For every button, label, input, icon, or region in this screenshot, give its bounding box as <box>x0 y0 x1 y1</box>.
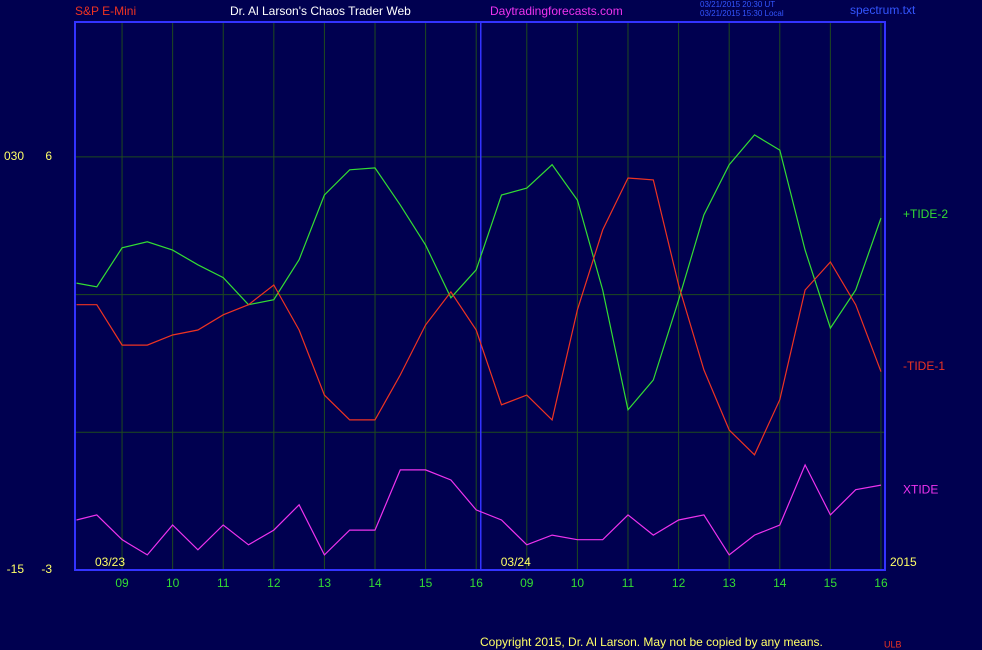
x-tick-label: 10 <box>571 576 585 590</box>
x-tick-label: 13 <box>318 576 332 590</box>
x-tick-label: 15 <box>824 576 838 590</box>
copyright: Copyright 2015, Dr. Al Larson. May not b… <box>480 635 823 649</box>
symbol: S&P E-Mini <box>75 4 136 18</box>
x-tick-label: 10 <box>166 576 180 590</box>
chart-title: Dr. Al Larson's Chaos Trader Web <box>230 4 411 18</box>
stamp-ut: 03/21/2015 20:30 UT <box>700 0 775 9</box>
day-label: 03/23 <box>95 555 125 569</box>
x-tick-label: 16 <box>470 576 484 590</box>
y-tick-label: -3 <box>41 562 52 576</box>
x-tick-label: 13 <box>722 576 736 590</box>
x-tick-label: 15 <box>419 576 433 590</box>
day-label: 03/24 <box>501 555 531 569</box>
x-tick-label: 12 <box>672 576 686 590</box>
plot-border <box>74 21 886 571</box>
series-line <box>76 177 882 456</box>
x-tick-label: 16 <box>874 576 888 590</box>
x-tick-label: 09 <box>115 576 129 590</box>
legend-label: XTIDE <box>903 482 938 496</box>
file-name: spectrum.txt <box>850 3 916 17</box>
series-line <box>76 463 882 556</box>
x-tick-label: 14 <box>368 576 382 590</box>
y-tick-label: 6 <box>45 149 52 163</box>
x-tick-label: 12 <box>267 576 281 590</box>
legend-label: +TIDE-2 <box>903 207 948 221</box>
year: 2015 <box>890 555 917 569</box>
x-tick-label: 11 <box>622 576 635 590</box>
mark: ULB <box>884 639 902 649</box>
y2-tick-label: -15 <box>7 562 25 576</box>
series-line <box>76 134 882 412</box>
stamp-local: 03/21/2015 15:30 Local <box>700 9 784 18</box>
x-tick-label: 14 <box>773 576 787 590</box>
y2-tick-label: 030 <box>4 149 24 163</box>
x-tick-label: 09 <box>520 576 534 590</box>
legend-label: -TIDE-1 <box>903 359 945 373</box>
x-tick-label: 11 <box>217 576 230 590</box>
site: Daytradingforecasts.com <box>490 4 623 18</box>
